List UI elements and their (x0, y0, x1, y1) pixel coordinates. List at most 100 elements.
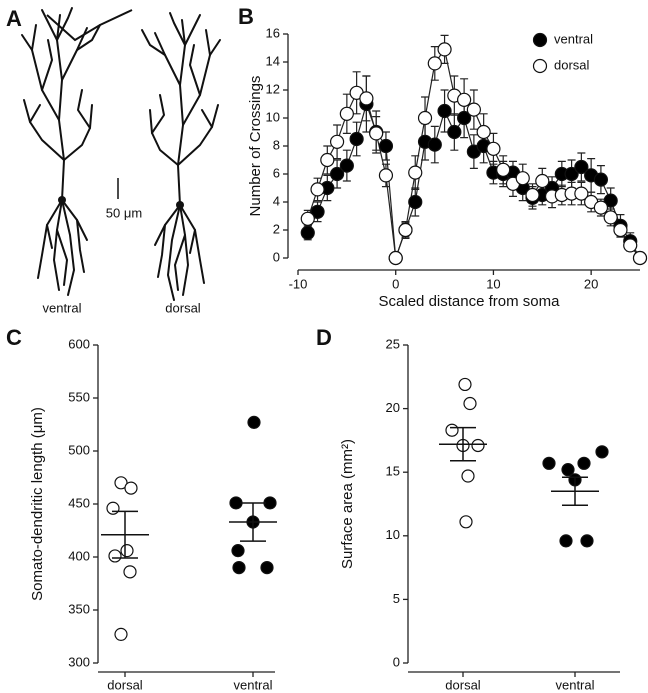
long-branch (46, 9, 133, 42)
data-point (106, 501, 120, 515)
data-point (231, 544, 245, 558)
y-tick-label: 12 (266, 81, 280, 96)
data-point (124, 481, 138, 495)
data-point (461, 469, 475, 483)
marker (437, 42, 452, 57)
x-tick-label: dorsal (445, 677, 481, 692)
dorsal-neuron (141, 12, 221, 301)
data-point (463, 396, 477, 411)
marker (378, 168, 394, 183)
marker (457, 110, 472, 126)
marker (310, 182, 325, 197)
neuron-drawings (21, 7, 221, 301)
marker (593, 200, 609, 215)
marker (349, 131, 364, 147)
marker (535, 173, 550, 189)
marker (603, 193, 618, 208)
marker (427, 56, 442, 71)
marker (466, 102, 481, 117)
neuron-caption: ventral (42, 300, 81, 315)
marker (329, 166, 345, 182)
x-tick-label: 20 (584, 276, 598, 291)
panel-label: D (316, 325, 332, 350)
marker (408, 194, 423, 210)
y-axis-label: Surface area (mm²) (339, 439, 356, 569)
legend-label: dorsal (554, 57, 590, 72)
y-tick-label: 300 (68, 654, 90, 669)
marker (486, 141, 501, 156)
marker (623, 238, 638, 253)
marker (564, 166, 579, 182)
data-point (577, 456, 591, 470)
y-tick-label: 450 (68, 495, 90, 510)
data-point (445, 423, 459, 437)
y-axis-label: Number of Crossings (247, 76, 264, 217)
marker (339, 106, 354, 121)
y-tick-label: 2 (273, 221, 280, 236)
y-tick-label: 600 (68, 336, 90, 351)
y-tick-label: 16 (266, 25, 280, 40)
y-tick-label: 5 (393, 591, 400, 606)
data-point (542, 456, 556, 470)
marker (339, 158, 354, 173)
marker (300, 225, 315, 240)
legend-marker (532, 58, 548, 74)
data-point (247, 415, 261, 429)
marker (388, 250, 403, 266)
marker (574, 186, 589, 201)
y-tick-label: 4 (273, 193, 280, 208)
marker (525, 187, 540, 203)
data-point (114, 476, 128, 490)
data-point (559, 534, 573, 548)
y-tick-label: 6 (273, 165, 280, 180)
legend-marker (532, 32, 548, 48)
marker (437, 103, 452, 119)
x-tick-label: 0 (392, 276, 399, 291)
marker (329, 134, 345, 149)
x-tick-label: -10 (289, 276, 308, 291)
marker (320, 152, 335, 168)
data-point (595, 445, 609, 459)
marker (300, 211, 315, 226)
sem-bar (112, 510, 138, 559)
neuron-caption: dorsal (165, 300, 201, 315)
y-tick-label: 350 (68, 601, 90, 616)
marker (310, 204, 325, 219)
x-tick-label: 10 (486, 276, 500, 291)
marker (603, 210, 618, 225)
panel-label: B (238, 4, 254, 29)
marker (593, 172, 609, 187)
data-point (580, 534, 594, 548)
marker (427, 137, 442, 152)
x-tick-label: ventral (555, 677, 594, 692)
y-tick-label: 8 (273, 137, 280, 152)
data-point (232, 560, 246, 575)
marker (398, 222, 413, 238)
data-point (459, 515, 473, 529)
x-axis-label: Scaled distance from soma (379, 293, 561, 310)
data-point (114, 627, 128, 641)
y-tick-label: 550 (68, 389, 90, 404)
data-point (120, 544, 134, 558)
scale-bar-label: 50 μm (106, 205, 142, 220)
x-tick-label: dorsal (107, 677, 143, 692)
y-tick-label: 0 (393, 654, 400, 669)
data-point (471, 438, 485, 453)
y-tick-label: 0 (273, 249, 280, 264)
data-point (260, 560, 274, 575)
marker (417, 110, 433, 126)
y-tick-label: 20 (386, 400, 400, 415)
marker (447, 124, 462, 140)
marker (457, 92, 472, 107)
y-tick-label: 10 (386, 527, 400, 542)
marker (369, 126, 384, 141)
marker (613, 222, 628, 238)
marker (496, 162, 511, 177)
x-tick-label: ventral (233, 677, 272, 692)
data-point (123, 565, 137, 579)
data-point (561, 463, 575, 477)
panel-label: A (6, 6, 22, 31)
marker (515, 171, 530, 186)
marker (359, 91, 374, 106)
marker (476, 124, 491, 140)
